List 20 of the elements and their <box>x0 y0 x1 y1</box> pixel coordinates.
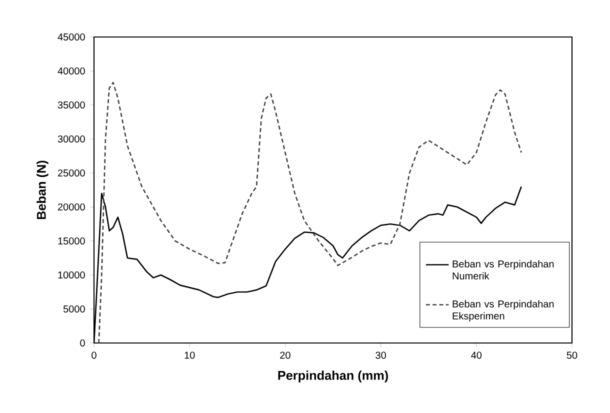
y-axis-title: Beban (N) <box>36 160 48 220</box>
y-tick-label: 15000 <box>58 237 85 245</box>
x-tick-label: 0 <box>92 352 96 359</box>
y-tick-label: 0 <box>80 339 85 347</box>
x-tick-label: 30 <box>376 352 386 359</box>
legend-label: Beban vs Perpindahan Numerik <box>452 260 554 280</box>
y-tick-label: 45000 <box>58 33 85 41</box>
x-tick-label: 10 <box>184 352 195 359</box>
x-axis-title: Perpindahan (mm) <box>278 370 388 382</box>
y-tick-label: 35000 <box>58 101 85 109</box>
y-tick-label: 5000 <box>63 305 85 313</box>
y-tick-label: 40000 <box>58 67 85 75</box>
y-tick-label: 10000 <box>58 271 85 279</box>
y-tick-label: 20000 <box>58 203 85 211</box>
y-tick-label: 30000 <box>58 135 85 143</box>
y-tick-label: 25000 <box>58 169 85 177</box>
legend-label: Beban vs Perpindahan Eksperimen <box>452 300 554 322</box>
x-tick-label: 20 <box>280 352 290 359</box>
x-tick-label: 40 <box>471 352 482 359</box>
x-tick-label: 50 <box>566 352 578 359</box>
